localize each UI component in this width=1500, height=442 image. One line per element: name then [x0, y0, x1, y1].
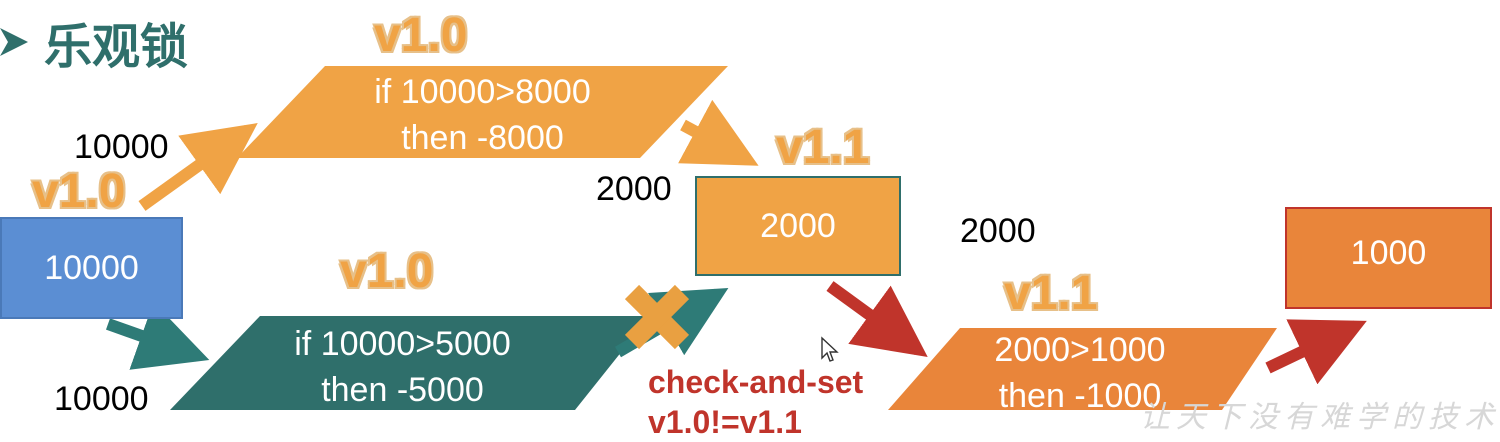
op-b-parallelogram: [170, 316, 650, 410]
start-value: 10000: [44, 248, 139, 287]
mid-value: 2000: [760, 206, 836, 245]
final-value-box: 1000: [1285, 207, 1492, 309]
op-c-line1: 2000>1000: [994, 331, 1166, 369]
start-value-box: 10000: [0, 217, 183, 319]
read-value-a: 10000: [74, 128, 169, 166]
arrow-op-a-to-mid: [678, 99, 759, 166]
final-value: 1000: [1350, 233, 1427, 272]
read-value-c: 2000: [960, 212, 1036, 250]
version-label-mid: v1.1: [776, 121, 870, 174]
op-b-line2: then -5000: [321, 370, 484, 409]
watermark-text: 让天下没有难学的技术: [1140, 400, 1500, 435]
mid-value-box: 2000: [695, 176, 901, 276]
check-and-set-line2: v1.0!=v1.1: [648, 404, 802, 440]
title-text: 乐观锁: [44, 19, 189, 75]
version-label-start: v1.0: [32, 165, 126, 218]
mouse-cursor-icon: [821, 336, 839, 362]
version-label-top: v1.0: [374, 9, 468, 62]
op-a-line2: then -8000: [401, 118, 564, 157]
op-c-parallelogram: [888, 328, 1277, 410]
arrow-mid-to-op-c: [826, 281, 928, 358]
op-b-text: if 10000>5000 then -5000: [225, 322, 580, 414]
arrow-start-to-op-b: [105, 301, 210, 370]
op-a-line1: if 10000>8000: [374, 73, 591, 111]
check-and-set-line1: check-and-set: [648, 364, 864, 400]
op-c-text: 2000>1000 then -1000: [930, 328, 1230, 420]
op-b-line1: if 10000>5000: [294, 325, 511, 363]
op-a-text: if 10000>8000 then -8000: [300, 70, 665, 162]
arrow-op-c-to-result: [1265, 319, 1367, 385]
reject-x-icon: [624, 284, 690, 350]
op-c-line2: then -1000: [998, 376, 1162, 415]
read-value-b: 10000: [54, 380, 149, 418]
page-title: 乐观锁: [0, 10, 189, 75]
version-label-bottom: v1.0: [340, 245, 434, 298]
version-label-right: v1.1: [1004, 267, 1098, 320]
op-a-parallelogram: [237, 66, 728, 158]
bullet-arrow-icon: [0, 28, 28, 56]
after-value-a: 2000: [596, 170, 672, 208]
arrow-start-to-op-a: [138, 123, 258, 211]
check-and-set-label: check-and-set v1.0!=v1.1: [648, 362, 863, 442]
